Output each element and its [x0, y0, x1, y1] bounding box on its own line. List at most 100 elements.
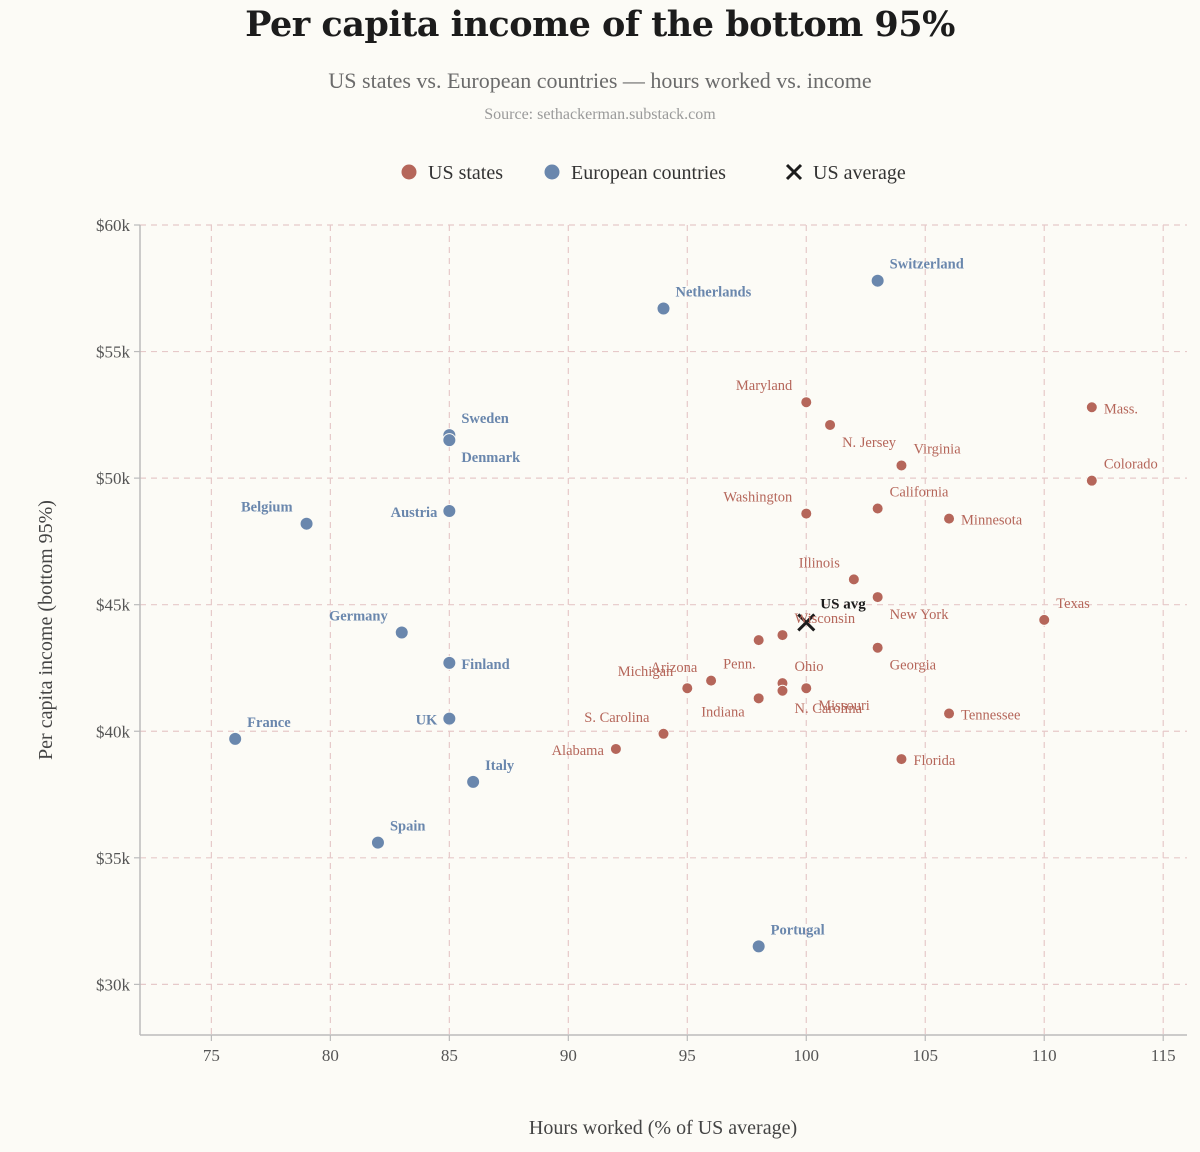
us-state-point: [752, 692, 765, 705]
us-average-x-stroke: [797, 613, 816, 632]
x-tick-label: 105: [913, 1046, 939, 1065]
us-state-point: [895, 753, 908, 766]
point-label: Florida: [913, 753, 955, 769]
x-tick-label: 85: [441, 1046, 458, 1065]
europe-country-point: [394, 625, 409, 640]
point-label: S. Carolina: [584, 710, 650, 726]
legend-marker-dot: [544, 164, 560, 180]
point-label: Maryland: [736, 378, 793, 394]
point-label: Denmark: [461, 450, 521, 466]
europe-country-point: [370, 835, 385, 850]
point-label: Virginia: [913, 441, 961, 457]
europe-country-point: [442, 655, 457, 670]
point-label: N. Jersey: [842, 435, 897, 451]
point-label: Ohio: [794, 659, 823, 675]
point-labels: Maryland N. Jersey Mass. Virginia Colorado Wa…: [241, 257, 1158, 939]
us-state-point: [943, 512, 956, 525]
point-label: Alabama: [552, 743, 605, 759]
point-label: Austria: [391, 505, 438, 521]
point-label: Missouri: [818, 698, 870, 714]
point-label: Tennessee: [961, 708, 1020, 724]
europe-country-point: [442, 504, 457, 519]
point-label: Italy: [485, 758, 515, 774]
point-label: Mass.: [1104, 401, 1138, 417]
us-average-marker: [797, 613, 816, 632]
us-state-point: [776, 629, 789, 642]
point-label: Minnesota: [961, 513, 1023, 529]
x-tick-label: 95: [679, 1046, 696, 1065]
legend-x-stroke: [785, 163, 803, 181]
point-label: Indiana: [701, 704, 745, 720]
x-tick-label: 100: [794, 1046, 820, 1065]
us-state-point: [1038, 613, 1051, 626]
y-tick-label: $40k: [96, 722, 131, 741]
point-label: N. Carolina: [794, 701, 862, 717]
point-label: Texas: [1056, 596, 1090, 612]
point-label: Georgia: [890, 658, 937, 674]
europe-country-point: [466, 774, 481, 789]
legend-marker-dot: [401, 164, 417, 180]
point-label: Arizona: [651, 660, 698, 676]
y-tick-label: $35k: [96, 849, 131, 868]
us-state-point: [800, 396, 813, 409]
us-state-point: [847, 573, 860, 586]
europe-country-point: [751, 939, 766, 954]
us-state-point: [871, 502, 884, 515]
us-state-point: [943, 707, 956, 720]
us-state-point: [752, 634, 765, 647]
legend-label: US average: [813, 162, 906, 184]
us-state-point: [1085, 401, 1098, 414]
y-tick-label: $45k: [96, 596, 131, 615]
us-state-point: [776, 684, 789, 697]
x-tick-label: 110: [1032, 1046, 1057, 1065]
x-tick-label: 80: [322, 1046, 339, 1065]
legend-label: European countries: [571, 162, 726, 184]
europe-country-point: [228, 731, 243, 746]
us-state-point: [1085, 474, 1098, 487]
point-label: California: [890, 485, 949, 501]
y-tick-label: $50k: [96, 469, 131, 488]
us-state-point: [705, 674, 718, 687]
point-label: Sweden: [461, 411, 509, 427]
europe-country-point: [656, 301, 671, 316]
us-state-point: [609, 742, 622, 755]
x-tick-label: 90: [560, 1046, 577, 1065]
x-tick-label: 115: [1151, 1046, 1176, 1065]
grid: [140, 224, 1187, 1035]
point-label: Washington: [723, 490, 793, 506]
us-state-point: [681, 682, 694, 695]
us-state-point: [871, 641, 884, 654]
point-label: Portugal: [771, 922, 825, 938]
y-axis-label: Per capita income (bottom 95%): [35, 500, 57, 760]
point-label: Finland: [461, 657, 509, 673]
axes: 75 80 85 90 95 100 105 110 115 $30k $35k $40k $45k $5…: [96, 216, 1187, 1065]
point-label: Germany: [329, 609, 389, 625]
us-state-point: [657, 727, 670, 740]
point-label: Colorado: [1104, 457, 1158, 473]
us-average-label: US avg: [820, 596, 866, 612]
legend-label: US states: [428, 162, 503, 184]
y-tick-label: $60k: [96, 216, 131, 235]
point-label: New York: [890, 607, 950, 623]
point-label: Wisconsin: [794, 611, 855, 627]
x-axis-label: Hours worked (% of US average): [529, 1117, 797, 1139]
point-label: Spain: [390, 819, 425, 835]
point-label: Belgium: [241, 500, 293, 516]
europe-country-point: [442, 433, 457, 448]
chart-title: Per capita income of the bottom 95%: [245, 4, 955, 45]
point-label: France: [247, 715, 291, 731]
europe-country-point: [442, 711, 457, 726]
point-label: Switzerland: [890, 257, 964, 273]
legend: US states European countries US average: [401, 162, 906, 184]
us-state-point: [895, 459, 908, 472]
chart-subtitle: US states vs. European countries — hours…: [328, 68, 872, 93]
europe-country-point: [299, 516, 314, 531]
us-state-point: [800, 682, 813, 695]
x-tick-label: 75: [203, 1046, 220, 1065]
legend-marker-x: [785, 163, 803, 181]
point-label: Michigan: [618, 664, 674, 680]
us-state-point: [824, 418, 837, 431]
point-label: UK: [416, 713, 438, 729]
us-state-point: [800, 507, 813, 520]
